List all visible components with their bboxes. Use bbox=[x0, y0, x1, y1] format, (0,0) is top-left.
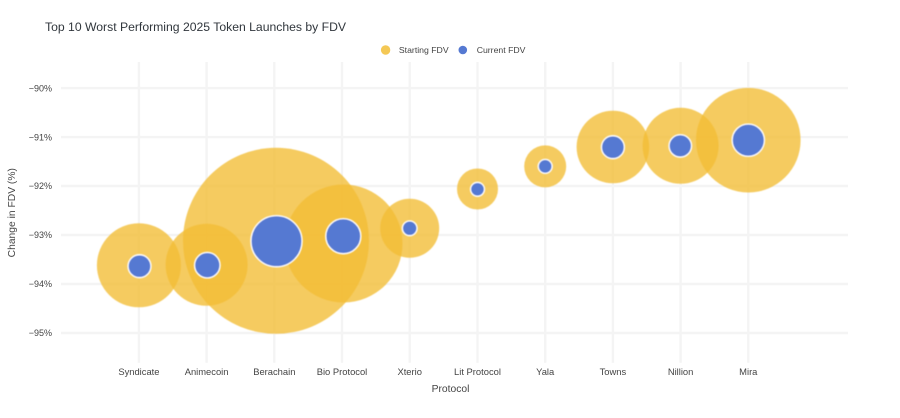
svg-text:Towns: Towns bbox=[600, 366, 627, 377]
svg-text:−95%: −95% bbox=[29, 328, 52, 338]
svg-text:−94%: −94% bbox=[29, 279, 52, 289]
svg-text:Bio Protocol: Bio Protocol bbox=[317, 366, 368, 377]
svg-text:Current FDV: Current FDV bbox=[477, 45, 526, 55]
svg-text:−92%: −92% bbox=[29, 181, 52, 191]
svg-text:Nillion: Nillion bbox=[668, 366, 694, 377]
svg-text:Protocol: Protocol bbox=[432, 384, 470, 395]
svg-text:Lit Protocol: Lit Protocol bbox=[454, 366, 501, 377]
svg-text:Animecoin: Animecoin bbox=[185, 366, 229, 377]
svg-text:−91%: −91% bbox=[29, 132, 52, 142]
svg-text:Syndicate: Syndicate bbox=[118, 366, 159, 377]
svg-text:Berachain: Berachain bbox=[253, 366, 295, 377]
svg-text:Xterio: Xterio bbox=[397, 366, 422, 377]
svg-text:−90%: −90% bbox=[29, 83, 52, 93]
svg-text:Yala: Yala bbox=[536, 366, 555, 377]
svg-text:Change in FDV (%): Change in FDV (%) bbox=[7, 168, 18, 257]
svg-text:Mira: Mira bbox=[739, 366, 758, 377]
svg-text:Starting FDV: Starting FDV bbox=[399, 45, 449, 55]
svg-text:Top 10 Worst Performing 2025 T: Top 10 Worst Performing 2025 Token Launc… bbox=[45, 20, 347, 34]
svg-text:−93%: −93% bbox=[29, 230, 52, 240]
